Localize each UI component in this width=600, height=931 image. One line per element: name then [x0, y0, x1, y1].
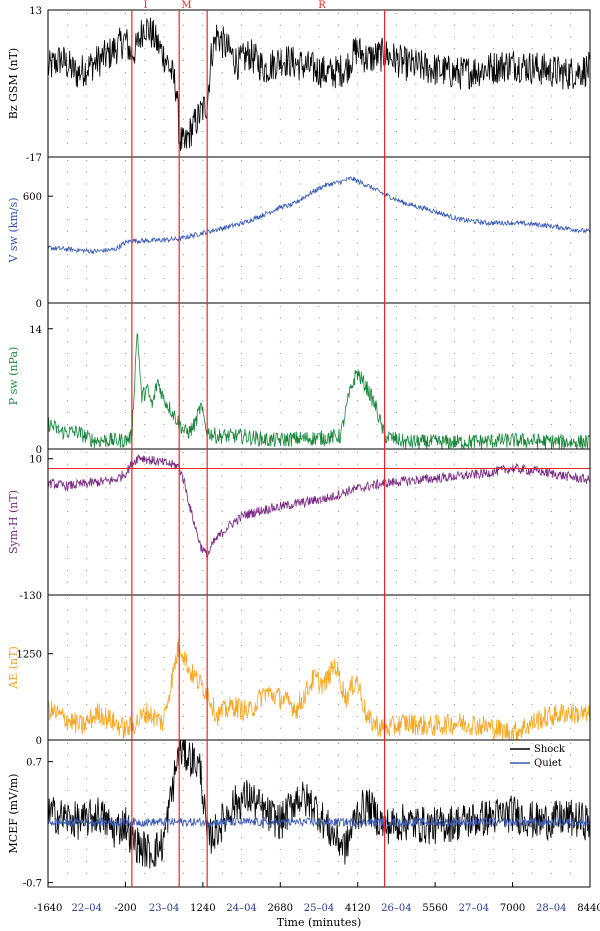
y-tick-label: -0.7: [23, 879, 42, 890]
y-tick-label: 10: [29, 455, 42, 466]
y-axis-label: V sw (km/s): [7, 197, 20, 263]
grid-dots: [66, 306, 572, 446]
day-label: 22–04: [71, 903, 101, 914]
x-tick-label: -200: [114, 903, 136, 914]
y-axis-label: Bz GSM (nT): [7, 48, 20, 119]
day-label: 28–04: [536, 903, 566, 914]
y-tick-label: 0: [36, 299, 42, 310]
day-label: 26–04: [381, 903, 411, 914]
y-tick-label: 13: [29, 6, 42, 17]
y-tick-label: -17: [26, 153, 42, 164]
series-line-quiet: [48, 816, 590, 828]
legend-label-shock: Shock: [534, 744, 566, 755]
x-axis-label: Time (minutes): [277, 916, 362, 929]
series-line-4-1: [48, 453, 590, 561]
y-axis-label: MCEF (mV/m): [7, 774, 20, 854]
panel-4: 10 -130 Sym-H (nT): [7, 448, 591, 602]
x-tick-label: 4120: [345, 903, 370, 914]
x-tick-label: -1640: [34, 903, 63, 914]
series-line-1-1: [48, 17, 590, 152]
y-tick-label: 1250: [17, 650, 42, 661]
day-label: 23–04: [149, 903, 179, 914]
y-tick-label: 0: [36, 445, 42, 456]
panel-frame: [47, 594, 591, 741]
grid-dots: [66, 598, 572, 737]
x-tick-label: 7000: [500, 903, 525, 914]
panel-3: 14 0 P sw (nPa): [7, 302, 591, 456]
legend-label-quiet: Quiet: [534, 758, 562, 769]
phase-lines: [131, 10, 386, 887]
y-tick-label: 0.7: [26, 758, 42, 769]
x-tick-label: 8440: [577, 903, 600, 914]
day-label: 27–04: [459, 903, 489, 914]
panel-frame: [47, 156, 591, 304]
day-label: 24–04: [226, 903, 256, 914]
y-tick-label: -130: [20, 591, 42, 602]
panel-frame: [47, 739, 591, 888]
grid-dots: [66, 160, 572, 300]
panel-1: 13 -17 Bz GSM (nT): [7, 6, 591, 164]
y-tick-label: 14: [29, 325, 42, 336]
x-tick-label: 2680: [268, 903, 293, 914]
series-line-shock: [48, 740, 590, 869]
x-tick-label: 1240: [190, 903, 215, 914]
day-label: 25–04: [304, 903, 334, 914]
panel-2: 600 0 V sw (km/s): [7, 156, 591, 310]
y-axis-label: P sw (nPa): [7, 347, 20, 406]
series-line-5-1: [48, 638, 590, 740]
y-tick-label: 0: [36, 736, 42, 747]
phase-label-m: M: [181, 0, 191, 11]
legend: Shock Quiet: [510, 744, 566, 769]
chart-panels: 13 -17 Bz GSM (nT) 600 0 V sw (km/s) 14 0 P sw (…: [7, 6, 591, 890]
phase-label-i: I: [144, 0, 148, 11]
phase-label-r: R: [318, 0, 326, 11]
x-tick-label: 5560: [422, 903, 447, 914]
panel-5: 1250 0 AE (nT): [7, 594, 591, 747]
panel-6: 0.7 -0.7 MCEF (mV/m): [7, 739, 591, 890]
panel-frame: [47, 302, 591, 450]
x-axis: -1640 -200 1240 2680 4120 5560 7000 8440 22–04 23…: [34, 882, 600, 914]
series-line-3-1: [48, 332, 590, 449]
y-tick-label: 600: [23, 192, 42, 203]
series-line-2-1: [48, 176, 590, 255]
y-axis-label: AE (nT): [7, 646, 20, 689]
y-axis-label: Sym-H (nT): [7, 490, 20, 554]
